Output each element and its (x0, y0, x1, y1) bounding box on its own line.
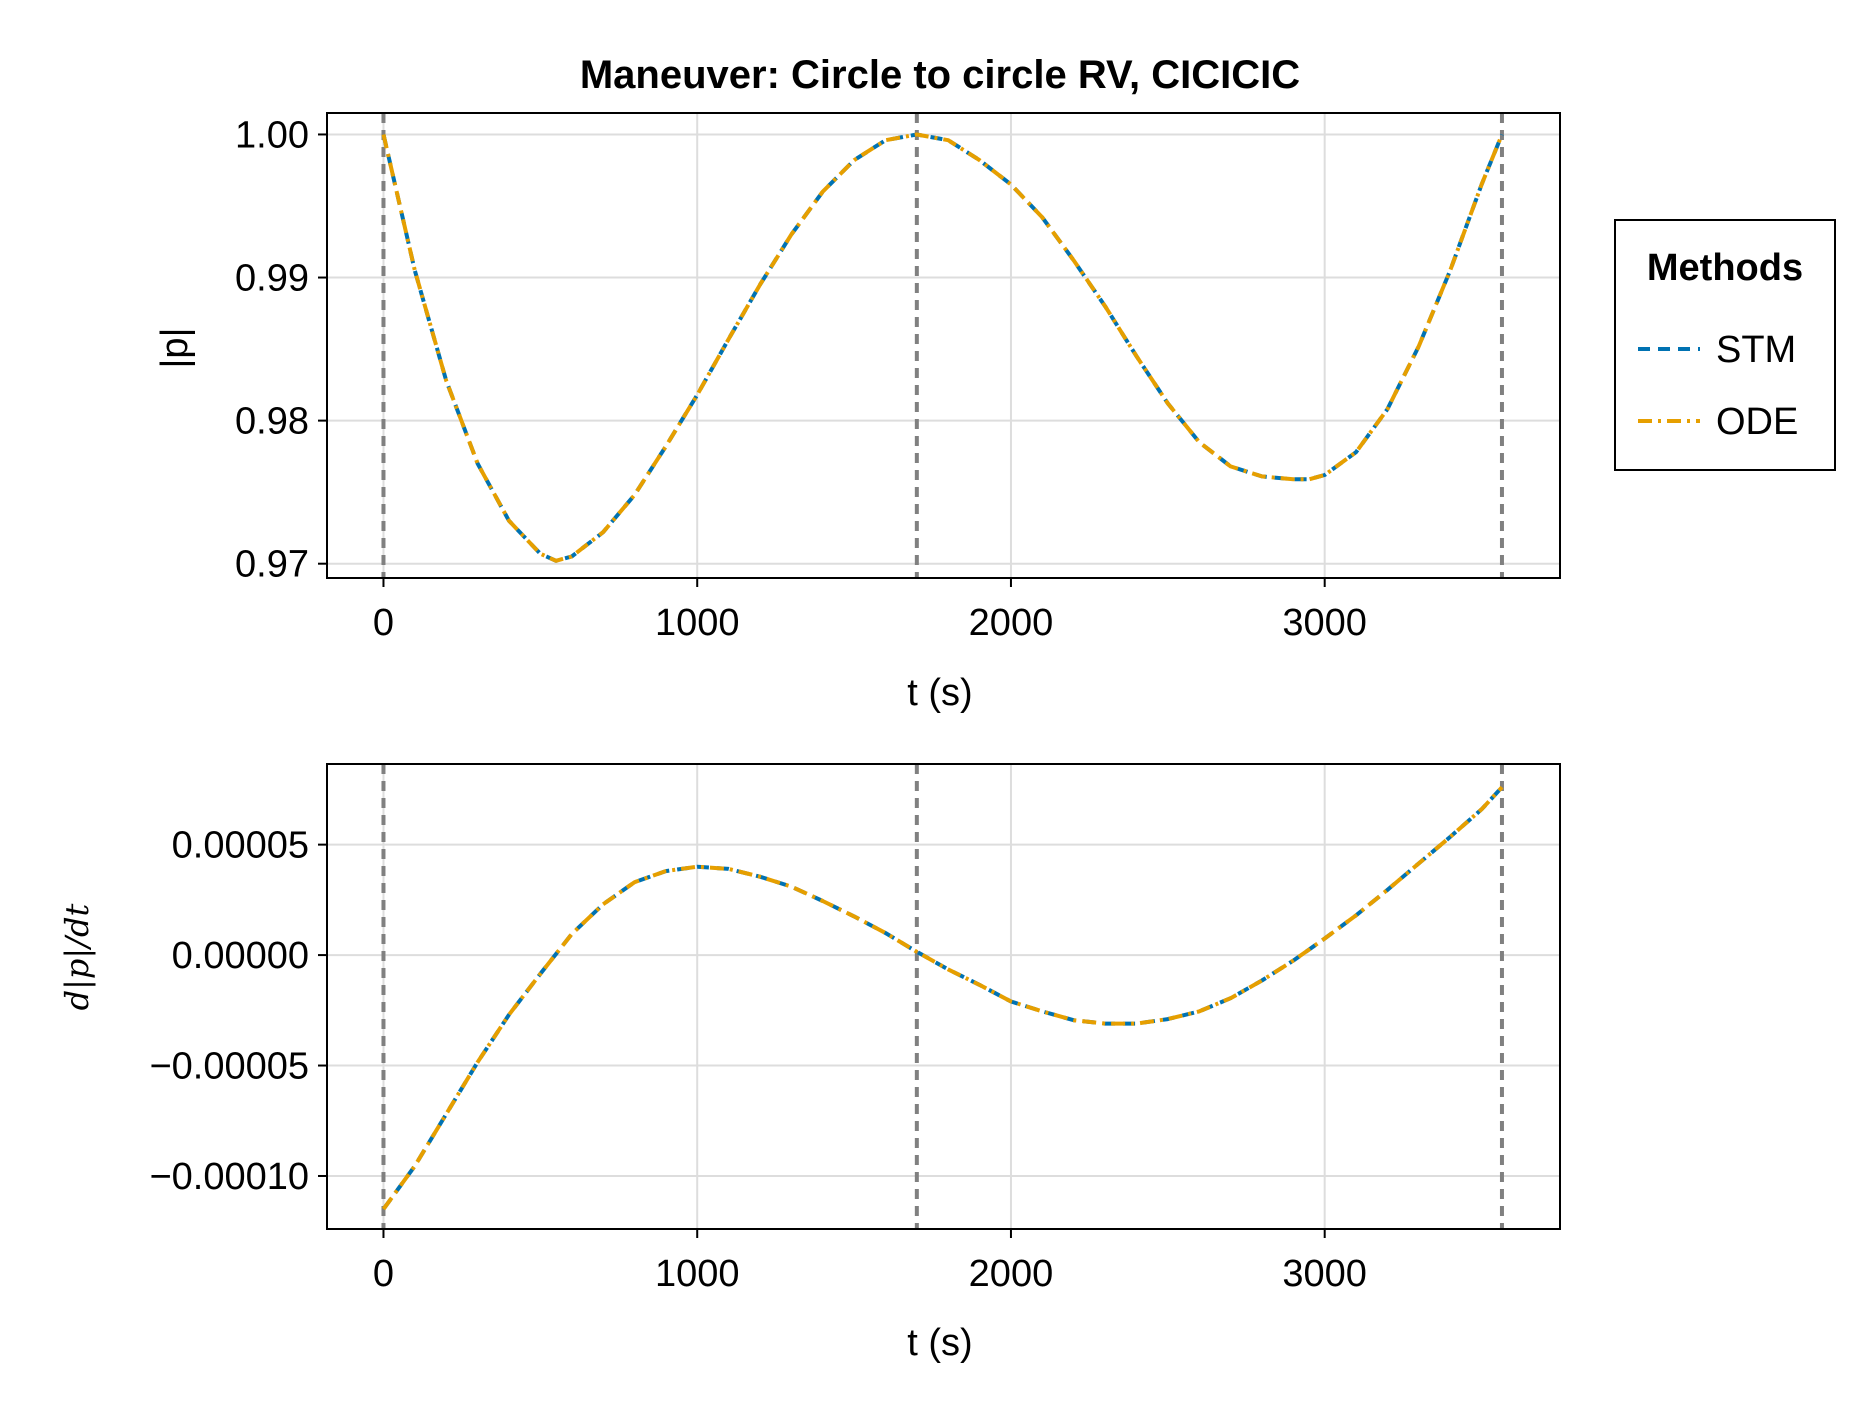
chart-title: Maneuver: Circle to circle RV, CICICIC (580, 53, 1300, 97)
bottom-ytick-label: 0.00000 (172, 935, 309, 977)
legend-label-ode: ODE (1716, 401, 1798, 443)
top-ytick-label: 1.00 (235, 114, 309, 156)
bottom-ylabel: d|p|/dt (58, 904, 96, 1011)
top-xtick-label: 2000 (969, 602, 1054, 644)
bottom-panel: 0 1000 2000 3000 −0.00010 −0.00005 0.00000 0.00… (149, 763, 1561, 1295)
bottom-ytick-label: −0.00005 (149, 1046, 309, 1088)
top-ytick-label: 0.97 (235, 544, 309, 586)
bottom-xtick-label: 3000 (1282, 1253, 1367, 1295)
bottom-xtick-label: 2000 (969, 1253, 1054, 1295)
top-ytick-label: 0.99 (235, 258, 309, 300)
top-xtick-label: 3000 (1282, 602, 1367, 644)
top-xtick-label: 0 (373, 602, 394, 644)
legend-label-stm: STM (1716, 329, 1796, 371)
top-series-ode (381, 132, 1504, 563)
bottom-plot-frame (326, 763, 1561, 1230)
legend: Methods STM ODE (1614, 219, 1836, 471)
top-panel: 0 1000 2000 3000 0.97 0.98 0.99 1.00 (235, 112, 1561, 644)
legend-box (1614, 219, 1836, 471)
legend-title: Methods (1647, 247, 1803, 289)
top-xtick-label: 1000 (655, 602, 740, 644)
bottom-xtick-label: 0 (373, 1253, 394, 1295)
bottom-series-ode (381, 785, 1504, 1211)
bottom-ytick-label: −0.00010 (149, 1156, 309, 1198)
top-ylabel: |p| (154, 328, 196, 369)
bottom-xtick-label: 1000 (655, 1253, 740, 1295)
top-plot-frame (326, 112, 1561, 579)
bottom-ytick-label: 0.00005 (172, 825, 309, 867)
top-xlabel: t (s) (907, 672, 972, 714)
top-ytick-label: 0.98 (235, 401, 309, 443)
bottom-xlabel: t (s) (907, 1322, 972, 1364)
